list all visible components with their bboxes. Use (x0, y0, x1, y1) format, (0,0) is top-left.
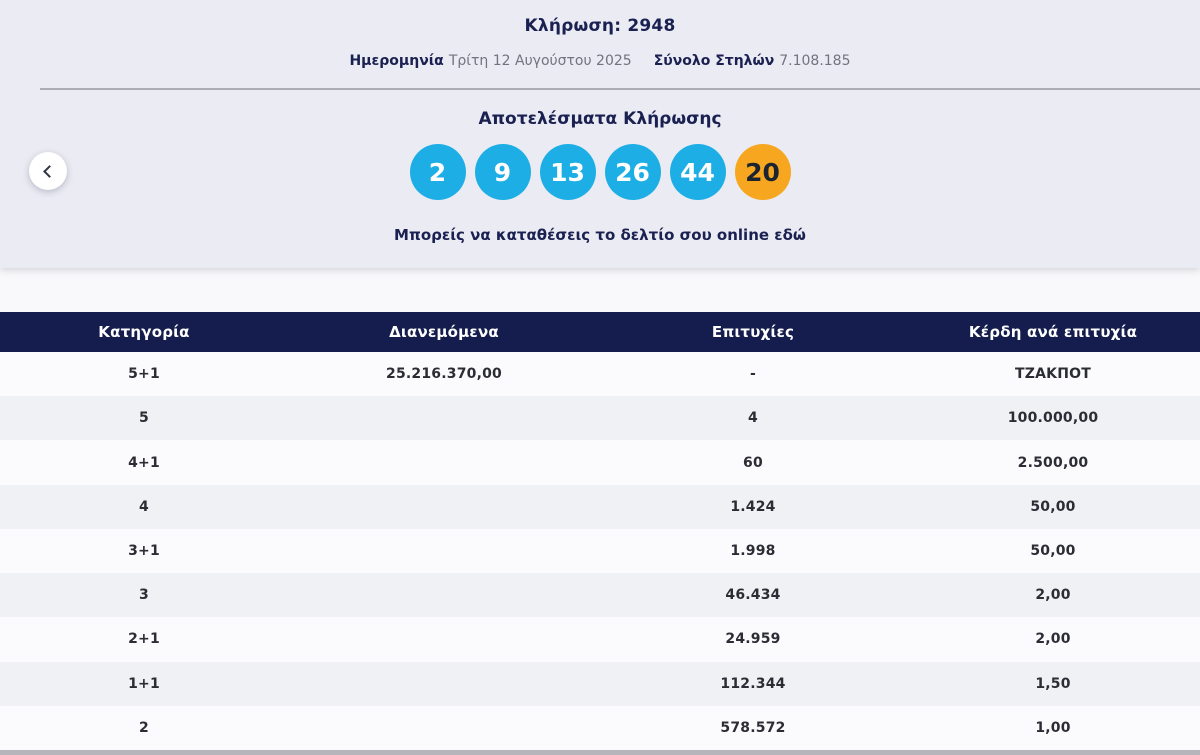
result-ball: 26 (604, 144, 661, 200)
cell-winners: 578.572 (720, 719, 786, 736)
table-row: 2 578.572 1,00 (0, 705, 1200, 750)
results-heading: Αποτελέσματα Κλήρωσης (478, 109, 722, 129)
cell-prize: 50,00 (1030, 498, 1076, 515)
cell-prize: 2.500,00 (1017, 454, 1089, 471)
cell-winners: 24.959 (725, 631, 781, 648)
column-header: Κέρδη ανά επιτυχία (968, 323, 1138, 341)
table-row: 4+1 60 2.500,00 (0, 440, 1200, 485)
cell-winners: - (749, 366, 756, 383)
drawn-numbers: 2 9 13 26 44 20 (0, 144, 1200, 200)
cell-category: 5+1 (128, 366, 160, 383)
divider (40, 88, 1200, 90)
cell-category: 2 (139, 719, 149, 736)
cell-prize: 100.000,00 (1007, 410, 1099, 427)
result-ball: 9 (474, 144, 531, 200)
bottom-divider (0, 750, 1200, 755)
cell-winners: 112.344 (720, 675, 786, 692)
cell-winners: 60 (743, 454, 763, 471)
total-columns-label: Σύνολο Στηλών (653, 53, 775, 69)
cell-distributed: 25.216.370,00 (386, 366, 502, 383)
cell-winners: 46.434 (725, 587, 781, 604)
result-ball: 2 (409, 144, 466, 200)
winnings-table: Κατηγορία Διανεμόμενα Επιτυχίες Κέρδη ανά ε… (0, 312, 1200, 750)
cell-category: 3 (139, 587, 149, 604)
result-ball: 13 (539, 144, 596, 200)
table-row: 5+1 25.216.370,00 - ΤΖΑΚΠΟΤ (0, 352, 1200, 397)
cell-category: 2+1 (128, 631, 160, 648)
cell-winners: 4 (748, 410, 758, 427)
page-title: Κλήρωση: 2948 (524, 16, 676, 36)
table-row: 3+1 1.998 50,00 (0, 528, 1200, 574)
cell-winners: 1.424 (730, 498, 776, 515)
draw-date: Ημερομηνία Τρίτη 12 Αυγούστου 2025 (349, 51, 631, 71)
total-columns: Σύνολο Στηλών 7.108.185 (654, 51, 851, 71)
cell-prize: 1,50 (1035, 675, 1071, 692)
cell-category: 4+1 (128, 454, 160, 471)
deposit-online-link[interactable]: Μπορείς να καταθέσεις το δελτίο σου onli… (394, 226, 806, 244)
cell-category: 5 (139, 410, 149, 427)
cell-prize: ΤΖΑΚΠΟΤ (1015, 366, 1091, 383)
column-header: Κατηγορία (98, 323, 190, 341)
column-header: Επιτυχίες (711, 323, 795, 341)
column-header: Διανεμόμενα (389, 323, 499, 341)
table-header-row: Κατηγορία Διανεμόμενα Επιτυχίες Κέρδη ανά ε… (0, 312, 1200, 352)
table-row: 2+1 24.959 2,00 (0, 617, 1200, 662)
chevron-left-icon (43, 164, 56, 178)
cell-category: 4 (139, 498, 149, 515)
table-row: 1+1 112.344 1,50 (0, 661, 1200, 706)
draw-date-label: Ημερομηνία (349, 53, 444, 69)
draw-meta: Ημερομηνία Τρίτη 12 Αυγούστου 2025 Σύνολο… (0, 51, 1200, 71)
spacer-band (0, 268, 1200, 312)
total-columns-value: 7.108.185 (779, 53, 851, 69)
cell-category: 3+1 (128, 542, 160, 559)
result-ball: 44 (669, 144, 726, 200)
cell-winners: 1.998 (730, 542, 776, 559)
table-row: 5 4 100.000,00 (0, 396, 1200, 441)
table-row: 4 1.424 50,00 (0, 484, 1200, 529)
cell-prize: 2,00 (1035, 587, 1071, 604)
draw-date-value: Τρίτη 12 Αυγούστου 2025 (448, 53, 632, 69)
table-body: 5+1 25.216.370,00 - ΤΖΑΚΠΟΤ 5 4 100.000,00 4+1 6… (0, 352, 1200, 750)
joker-ball: 20 (734, 144, 791, 200)
table-row: 3 46.434 2,00 (0, 573, 1200, 618)
cell-prize: 50,00 (1030, 542, 1076, 559)
cell-prize: 1,00 (1035, 719, 1071, 736)
cell-prize: 2,00 (1035, 631, 1071, 648)
previous-draw-button[interactable] (29, 152, 67, 190)
draw-results-panel: Κλήρωση: 2948 Ημερομηνία Τρίτη 12 Αυγούστ… (0, 0, 1200, 268)
cell-category: 1+1 (128, 675, 160, 692)
